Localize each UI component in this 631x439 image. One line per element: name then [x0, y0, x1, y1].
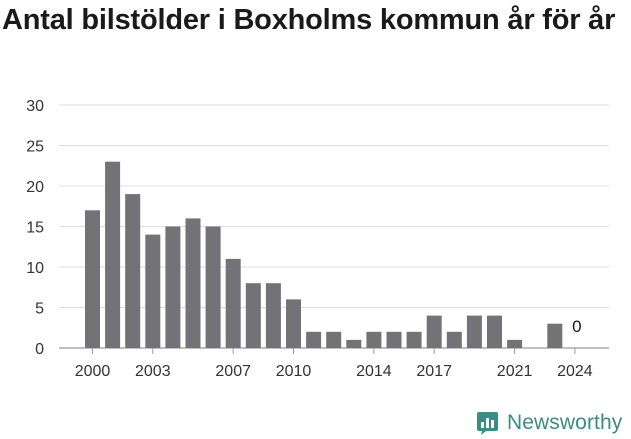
x-tick-label: 2024 — [557, 363, 593, 380]
bar — [446, 331, 462, 348]
bar — [225, 258, 241, 348]
bar — [286, 299, 301, 348]
bar — [306, 331, 322, 348]
bar — [245, 283, 261, 348]
y-tick-label: 25 — [26, 139, 44, 156]
bar — [165, 226, 181, 348]
x-tick-label: 2003 — [135, 363, 171, 380]
data-label: 0 — [572, 317, 581, 336]
bar — [426, 315, 442, 348]
bar — [406, 331, 422, 348]
y-tick-label: 0 — [35, 341, 44, 358]
bar — [185, 218, 201, 348]
y-tick-label: 30 — [26, 98, 44, 115]
x-tick-label: 2000 — [75, 363, 111, 380]
bar — [145, 234, 161, 348]
bar — [366, 331, 382, 348]
x-tick-label: 2017 — [416, 363, 452, 380]
bar — [105, 161, 121, 348]
bar — [125, 194, 141, 348]
bar — [547, 323, 563, 348]
annotations: 0 — [572, 317, 581, 336]
x-tick-label: 2007 — [215, 363, 251, 380]
bar — [265, 283, 281, 348]
x-tick-label: 2010 — [276, 363, 312, 380]
bar — [85, 210, 100, 348]
bar — [386, 331, 402, 348]
bar — [205, 226, 221, 348]
y-axis-ticks: 0 5 10 15 20 25 30 — [26, 98, 44, 358]
x-axis-ticks: 2000 2003 2007 2010 2014 2017 2021 2024 — [75, 348, 593, 380]
y-tick-label: 20 — [26, 179, 44, 196]
bars — [85, 161, 563, 348]
bar — [487, 315, 502, 348]
bar — [346, 339, 362, 348]
x-tick-label: 2021 — [497, 363, 533, 380]
brand-name: Newsworthy — [507, 411, 623, 434]
brand-footer: Newsworthy — [476, 408, 622, 438]
y-tick-label: 10 — [26, 260, 44, 277]
y-tick-label: 15 — [26, 220, 44, 237]
y-tick-label: 5 — [35, 301, 44, 318]
x-tick-label: 2014 — [356, 363, 392, 380]
bar — [466, 315, 482, 348]
newsworthy-logo-icon — [477, 411, 498, 435]
bar — [507, 339, 523, 348]
gridlines — [59, 104, 609, 349]
chart-title: Antal bilstölder i Boxholms kommun år fö… — [2, 4, 616, 36]
bar — [326, 331, 342, 348]
